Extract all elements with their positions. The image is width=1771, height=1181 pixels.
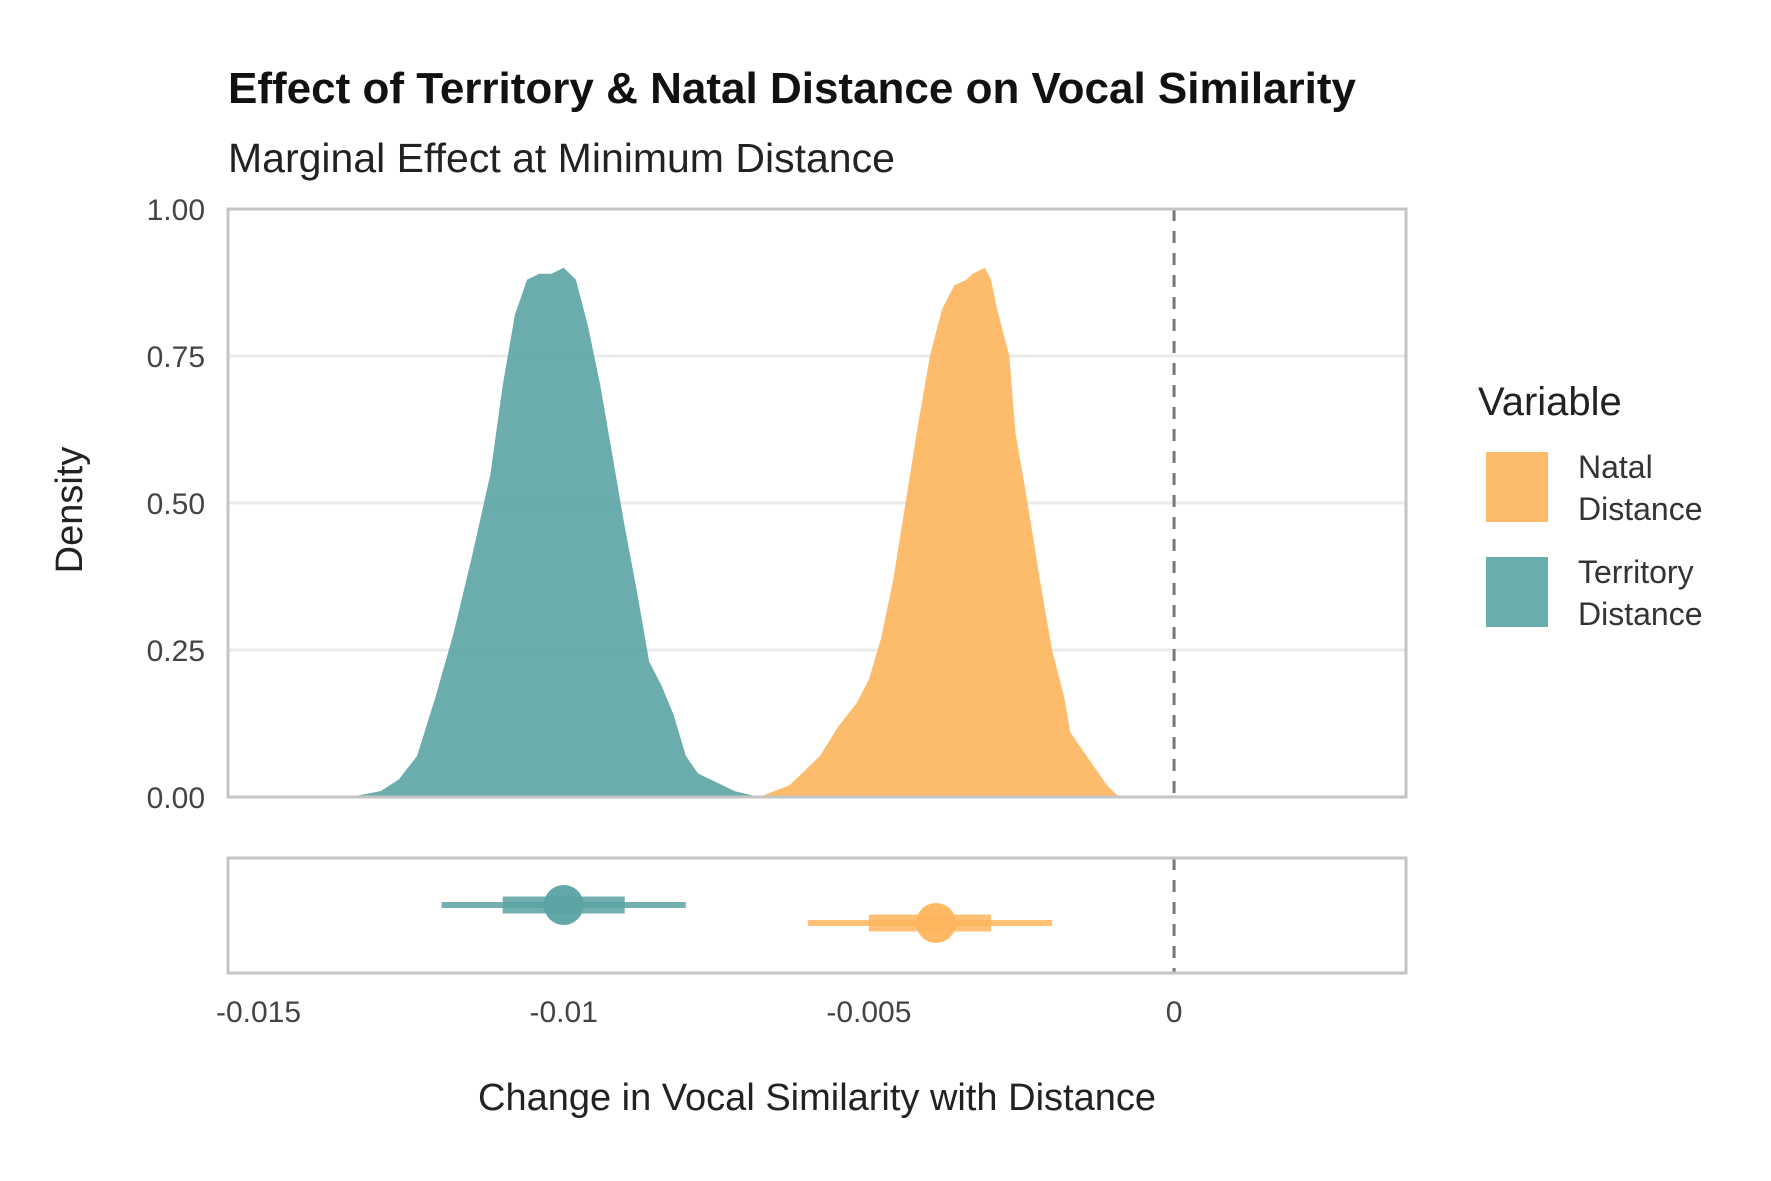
density-panel (226, 207, 1408, 799)
x-tick-label: -0.01 (530, 996, 598, 1029)
density-area-natal (759, 267, 1120, 797)
x-tick-label: -0.015 (216, 996, 301, 1029)
chart-title: Effect of Territory & Natal Distance on … (228, 64, 1357, 113)
y-tick-label: 0.75 (147, 341, 205, 374)
x-axis-title: Change in Vocal Similarity with Distance (478, 1077, 1156, 1119)
legend-swatch-natal (1486, 452, 1548, 522)
y-tick-label: 0.00 (147, 782, 205, 815)
legend-label-natal: Natal (1578, 449, 1653, 485)
y-axis-ticks: 0.00 0.25 0.50 0.75 1.00 (147, 194, 205, 815)
point-estimate-territory (543, 885, 584, 925)
interval-panel (226, 856, 1408, 975)
legend-swatch-territory (1486, 557, 1548, 627)
point-estimate-natal (916, 903, 957, 943)
y-axis-title: Density (49, 447, 91, 574)
legend-label-natal: Distance (1578, 491, 1703, 527)
y-tick-label: 0.50 (147, 488, 205, 521)
y-tick-label: 0.25 (147, 635, 205, 668)
legend: Variable Natal Distance Territory Distance (1478, 380, 1703, 632)
density-panel-border (226, 207, 1408, 799)
y-tick-label: 1.00 (147, 194, 205, 227)
x-tick-label: 0 (1166, 996, 1183, 1029)
interval-panel-border (226, 856, 1408, 975)
x-axis-ticks: -0.015 -0.01 -0.005 0 (216, 996, 1182, 1029)
legend-label-territory: Territory (1578, 554, 1694, 590)
legend-title: Variable (1478, 380, 1622, 424)
legend-label-territory: Distance (1578, 596, 1703, 632)
density-area-territory (350, 267, 760, 797)
x-tick-label: -0.005 (826, 996, 911, 1029)
chart-subtitle: Marginal Effect at Minimum Distance (228, 135, 895, 181)
